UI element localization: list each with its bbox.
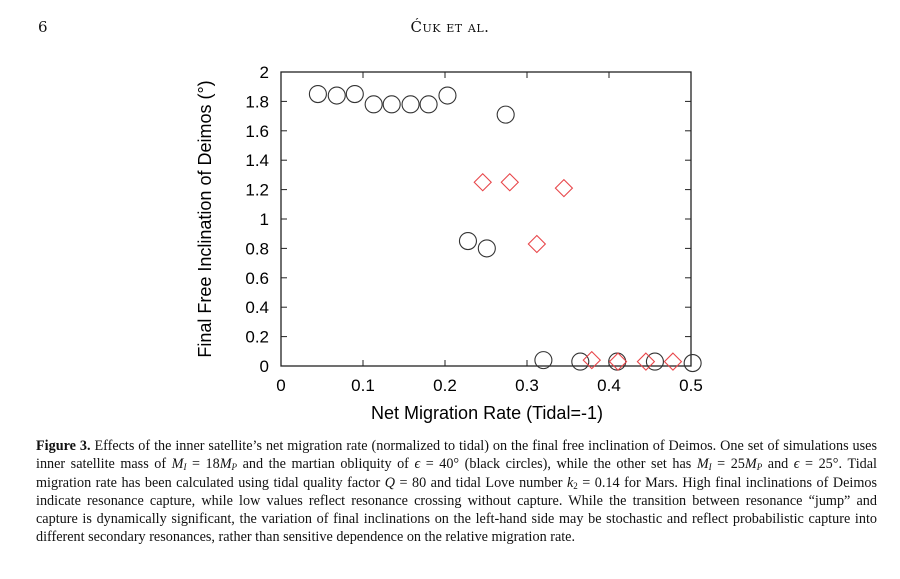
x-tick-label: 0.5 xyxy=(679,376,703,395)
caption-text: = 40° (black circles), while the other s… xyxy=(420,456,697,473)
data-point-diamond xyxy=(500,172,520,192)
caption-text: = 25°. Tidal migration rate has been cal… xyxy=(36,456,877,491)
math-sub: P xyxy=(231,462,238,473)
math: ϵ xyxy=(793,456,800,473)
data-point-diamond xyxy=(554,178,574,198)
math: M xyxy=(696,456,709,473)
data-point-circle xyxy=(571,352,590,371)
caption-text: = 80 and tidal Love number xyxy=(394,474,567,491)
data-point-circle xyxy=(401,95,420,114)
running-head: Ćuk et al. xyxy=(0,18,900,36)
y-tick-label: 2 xyxy=(260,63,269,82)
caption-text: and the martian obliquity of xyxy=(237,456,415,473)
y-tick-label: 0 xyxy=(260,357,269,376)
data-point-diamond xyxy=(608,352,628,371)
data-point-circle xyxy=(438,86,457,105)
y-tick-label: 1 xyxy=(260,210,269,229)
y-tick-label: 0.6 xyxy=(245,269,269,288)
math: ϵ xyxy=(414,456,421,473)
y-tick-label: 1.4 xyxy=(245,151,269,170)
figure-caption: Figure 3. Effects of the inner satellite… xyxy=(36,437,877,547)
y-tick-label: 1.6 xyxy=(245,122,269,141)
scatter-chart: 0 0.1 0.2 0.3 0.4 0.5 0 0.2 0.4 0.6 0.8 1 1.2 1.4 1.6 1… xyxy=(195,63,703,423)
data-point-circle xyxy=(327,86,346,105)
caption-text: = 0.14 for Mars. High final inclinations… xyxy=(36,474,877,546)
caption-text: = 18 xyxy=(186,456,220,473)
math: k xyxy=(566,474,574,491)
x-tick-label: 0.3 xyxy=(515,376,539,395)
data-point-circle xyxy=(477,239,496,258)
page-number: 6 xyxy=(38,18,48,36)
plot-frame xyxy=(280,71,692,367)
data-point-diamond xyxy=(582,350,602,370)
data-point-circle xyxy=(608,352,627,371)
x-axis-label: Net Migration Rate (Tidal=-1) xyxy=(371,403,603,423)
y-tick-label: 0.4 xyxy=(245,298,269,317)
data-point-circle xyxy=(496,105,515,124)
data-point-circle xyxy=(308,85,327,104)
axis-ticks: 0 0.1 0.2 0.3 0.4 0.5 0 0.2 0.4 0.6 0.8 1 1.2 1.4 1.6 1… xyxy=(245,63,702,395)
math: M xyxy=(219,456,232,473)
y-tick-label: 1.2 xyxy=(245,181,269,200)
y-tick-label: 0.8 xyxy=(245,239,269,258)
math: M xyxy=(744,456,757,473)
caption-text: = 25 xyxy=(711,456,745,473)
data-point-circle xyxy=(645,352,664,371)
data-point-diamond xyxy=(527,234,547,254)
math: Q xyxy=(384,474,395,491)
data-point-diamond xyxy=(636,352,656,371)
data-point-circle xyxy=(364,95,383,114)
data-point-diamond xyxy=(663,352,683,371)
data-point-circle xyxy=(683,354,702,373)
data-point-diamond xyxy=(473,172,492,192)
y-tick-label: 0.2 xyxy=(245,328,269,347)
data-point-circle xyxy=(458,232,478,251)
data-point-circle xyxy=(382,95,401,114)
data-point-circle xyxy=(534,351,553,370)
y-tick-label: 1.8 xyxy=(245,92,269,111)
data-point-circle xyxy=(345,85,364,104)
caption-label: Figure 3. xyxy=(36,438,91,454)
x-tick-label: 0 xyxy=(276,376,285,395)
data-marks xyxy=(308,85,702,373)
x-tick-label: 0.1 xyxy=(351,376,375,395)
math-sub: 2 xyxy=(573,480,578,491)
data-point-circle xyxy=(419,95,438,114)
caption-text: and xyxy=(762,456,794,473)
math-sub: I xyxy=(708,462,712,473)
math-sub: I xyxy=(183,462,187,473)
caption-text: Effects of the inner satellite’s net mig… xyxy=(36,438,877,473)
math-sub: P xyxy=(756,462,763,473)
y-axis-label: Final Free Inclination of Deimos (°) xyxy=(195,80,215,357)
running-head-text: Ćuk et al. xyxy=(410,18,490,36)
x-tick-label: 0.4 xyxy=(597,376,621,395)
math: M xyxy=(171,456,184,473)
x-tick-label: 0.2 xyxy=(433,376,457,395)
